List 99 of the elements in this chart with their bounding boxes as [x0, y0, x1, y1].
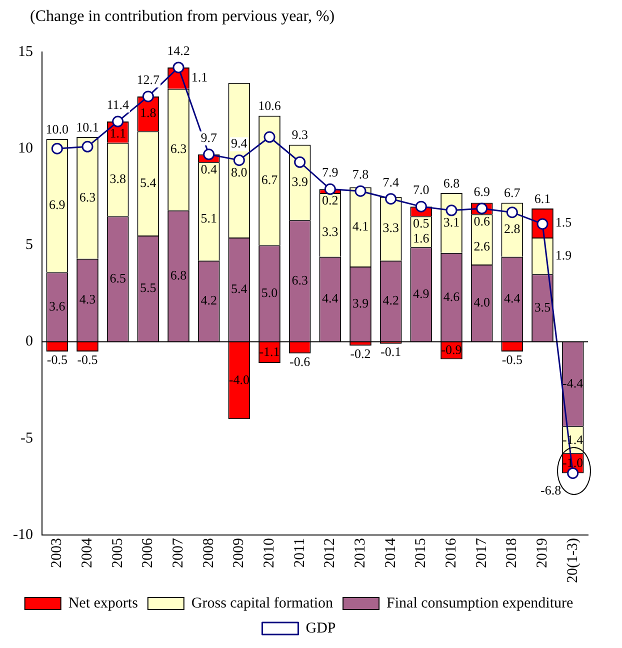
data-label: 6.7: [504, 185, 521, 200]
data-label: 10.0: [46, 121, 69, 136]
data-label: 5.4: [231, 281, 248, 296]
data-label: 3.5: [534, 299, 551, 314]
x-tick-label: 2006: [140, 538, 156, 568]
data-label: 1.8: [140, 105, 156, 120]
data-label: 5.4: [140, 174, 157, 190]
data-label: 3.9: [292, 174, 308, 189]
data-label: 5.0: [261, 284, 278, 300]
data-label: 10.6: [258, 98, 282, 114]
data-label: 4.2: [382, 292, 399, 308]
x-tick-label: 2004: [79, 538, 96, 568]
legend-label: Gross capital formation: [191, 595, 334, 612]
x-tick-label: 2005: [110, 538, 126, 568]
data-label: -0.9: [441, 342, 462, 357]
data-label: 7.9: [322, 164, 338, 180]
y-tick-label: 0: [25, 334, 33, 350]
data-label: 4.4: [322, 290, 339, 306]
data-label: 6.3: [170, 140, 187, 156]
data-label: 6.9: [474, 184, 490, 199]
data-label: 6.8: [170, 268, 187, 283]
data-label: 1.1: [110, 126, 126, 141]
x-tick-label: 2003: [49, 538, 66, 568]
data-label: 6.8: [443, 175, 460, 190]
data-label: 4.2: [200, 292, 217, 308]
y-tick-label: 10: [18, 140, 33, 157]
data-label: 4.3: [79, 292, 96, 307]
data-label: -1.1: [259, 344, 280, 359]
data-label: 1.9: [555, 247, 572, 262]
data-label: 6.3: [292, 272, 308, 288]
x-tick-label: 2011: [292, 538, 308, 568]
data-label: 9.3: [292, 127, 308, 142]
data-label: 0.5: [413, 216, 430, 231]
x-tick-label: 2010: [261, 538, 278, 568]
data-label: 6.9: [49, 197, 66, 212]
data-label: 3.1: [443, 214, 460, 230]
data-label: 7.0: [413, 182, 430, 197]
legend-label: Final consumption expenditure: [386, 595, 574, 612]
data-label: 7.4: [382, 174, 400, 190]
legend-label: GDP: [306, 620, 336, 636]
data-label: -0.2: [350, 346, 371, 362]
data-label: -0.5: [77, 352, 98, 367]
y-tick-label: -5: [20, 430, 33, 446]
data-label: 1.1: [191, 70, 208, 85]
y-tick-label: -10: [12, 526, 33, 543]
x-tick-label: 2014: [382, 538, 399, 568]
data-label: 3.3: [322, 224, 338, 239]
data-label: 0.4: [200, 162, 218, 177]
data-label: 1.6: [413, 230, 430, 246]
data-label: 4.0: [474, 294, 490, 310]
data-label: 3.8: [110, 170, 126, 186]
data-label: 6.3: [79, 189, 96, 204]
x-tick-label: 2015: [413, 538, 430, 568]
data-label: -0.6: [290, 354, 311, 369]
data-label: 0.6: [474, 214, 490, 229]
x-tick-label: 2009: [231, 538, 248, 568]
x-tick-label: 2008: [200, 538, 217, 568]
data-label: 3.3: [382, 220, 399, 236]
data-label: 2.8: [504, 221, 520, 236]
data-label: 6.5: [110, 270, 126, 286]
data-label: 4.4: [504, 290, 521, 306]
data-label: 10.1: [76, 119, 99, 134]
y-axis-title: (Change in contribution from pervious year, %): [30, 8, 335, 26]
data-label: 5.5: [140, 280, 156, 296]
data-label: -4.4: [562, 376, 584, 391]
data-label: 8.0: [231, 164, 248, 180]
data-label: 11.4: [106, 96, 130, 112]
data-label: -4.0: [228, 372, 250, 387]
x-tick-label: 2019: [534, 538, 550, 568]
x-tick-label: 20(1-3): [564, 538, 581, 584]
data-label: 14.2: [167, 42, 190, 58]
data-label: 1.5: [555, 214, 572, 230]
data-label: 0.2: [322, 192, 338, 208]
data-label: 9.7: [200, 130, 218, 145]
x-tick-label: 2013: [352, 538, 368, 568]
data-label: 3.9: [352, 296, 369, 311]
x-tick-label: 2012: [322, 538, 338, 568]
data-label: 4.9: [413, 286, 430, 301]
data-label: 7.8: [352, 166, 369, 182]
legend-label: Net exports: [68, 595, 138, 612]
x-tick-label: 2017: [474, 538, 490, 568]
x-tick-label: 2016: [443, 538, 460, 568]
data-label: 5.1: [200, 210, 217, 226]
x-tick-label: 2007: [170, 538, 186, 568]
x-tick-label: 2018: [504, 538, 520, 568]
y-tick-label: 15: [18, 44, 33, 60]
data-label: -0.5: [502, 352, 522, 367]
data-label: -6.8: [540, 482, 562, 498]
data-label: -0.1: [380, 344, 402, 360]
data-label: 4.6: [443, 288, 460, 304]
data-label: 6.1: [534, 190, 551, 206]
data-label: 3.6: [49, 298, 66, 314]
y-tick-label: 5: [25, 237, 33, 254]
data-label: -0.5: [46, 352, 68, 367]
data-label: 9.4: [231, 136, 248, 151]
data-label: 6.7: [261, 172, 278, 187]
data-label: 2.6: [474, 238, 490, 254]
data-label: 12.7: [136, 72, 160, 87]
data-label: 4.1: [352, 218, 369, 234]
